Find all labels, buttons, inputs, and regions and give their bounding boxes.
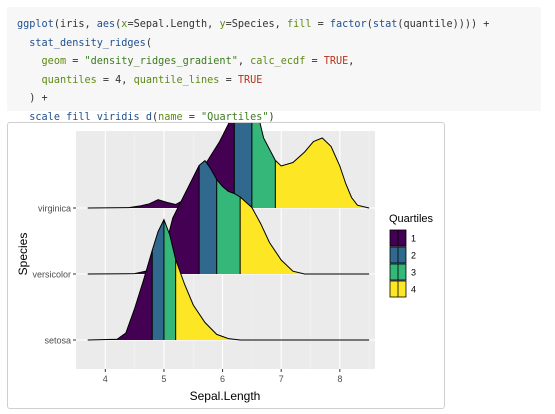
- code-line: ) +: [17, 90, 531, 109]
- density-outline: [87, 218, 370, 341]
- y-axis: setosa versicolor virginica: [32, 204, 76, 346]
- code-token: (: [151, 111, 159, 123]
- code-token: TRUE: [237, 74, 263, 86]
- code-token: geom: [41, 56, 67, 67]
- code-token: y: [219, 19, 226, 30]
- code-token: [17, 38, 29, 49]
- code-token: [17, 112, 29, 123]
- code-token: [17, 75, 42, 86]
- legend-item: 3: [389, 263, 416, 281]
- quartile-4-area: [240, 197, 370, 274]
- x-axis: 4 5 6 7 8: [103, 369, 342, 384]
- code-token: = 4,: [96, 74, 134, 86]
- x-tick-label: 7: [279, 374, 284, 384]
- code-line: ggplot(iris, aes(x=Sepal.Length, y=Speci…: [17, 16, 531, 35]
- code-token: =: [219, 74, 238, 86]
- code-token: scale_fill_viridis_d: [29, 111, 152, 123]
- legend-label: 3: [411, 268, 416, 278]
- code-line: quantiles = 4, quantile_lines = TRUE: [17, 72, 531, 91]
- quartile-1-area: [87, 250, 153, 340]
- code-token: (: [145, 37, 152, 49]
- code-token: calc_ecdf: [250, 56, 306, 67]
- code-line: geom = "density_ridges_gradient", calc_e…: [17, 53, 531, 72]
- y-tick-label: setosa: [44, 336, 71, 346]
- legend: Quartiles 1 2 3 4: [389, 213, 434, 298]
- legend-label: 2: [411, 251, 416, 261]
- code-token: ) +: [17, 93, 48, 104]
- x-axis-title: Sepal.Length: [190, 389, 261, 403]
- code-token: aes: [96, 19, 116, 30]
- code-token: TRUE: [323, 56, 349, 67]
- quartile-4-area: [175, 259, 370, 340]
- ridgeline-chart: setosa versicolor virginica 4 5 6 7 8 Sepal.Le…: [16, 77, 434, 403]
- y-axis-title: Species: [16, 233, 30, 276]
- legend-title: Quartiles: [389, 213, 434, 225]
- legend-item: 1: [389, 229, 416, 247]
- quartile-4-area: [275, 138, 370, 208]
- legend-label: 4: [411, 285, 416, 295]
- y-tick-label: versicolor: [32, 270, 71, 280]
- legend-label: 1: [411, 234, 416, 244]
- code-token: ,: [237, 56, 251, 67]
- code-token: ggplot: [17, 19, 54, 30]
- quartile-3-area: [216, 179, 241, 274]
- x-tick-label: 8: [337, 374, 342, 384]
- x-tick-label: 6: [220, 374, 225, 384]
- code-token: (: [115, 19, 122, 30]
- code-token: =: [66, 56, 85, 67]
- code-line: scale_fill_viridis_d(name = "Quartiles"): [17, 109, 531, 128]
- code-token: "Quartiles": [201, 111, 269, 123]
- code-token: x: [121, 19, 128, 30]
- code-token: ): [268, 111, 275, 123]
- code-token: fill: [286, 19, 312, 30]
- code-token: stat_density_ridges: [29, 37, 146, 49]
- x-tick-label: 4: [103, 374, 108, 384]
- code-token: quantiles: [41, 74, 97, 86]
- code-token: (iris,: [53, 19, 97, 30]
- code-token: =: [182, 111, 202, 123]
- code-token: [17, 56, 42, 67]
- code-token: "density_ridges_gradient": [84, 56, 238, 67]
- code-token: =: [305, 56, 324, 67]
- code-token: ,: [348, 56, 355, 67]
- code-block: ggplot(iris, aes(x=Sepal.Length, y=Speci…: [7, 7, 541, 123]
- code-token: =: [311, 19, 330, 30]
- code-token: =Species,: [225, 19, 287, 30]
- code-token: =Sepal.Length,: [127, 19, 220, 30]
- x-tick-label: 5: [161, 374, 166, 384]
- ridge-setosa: [87, 218, 370, 341]
- code-token: (quantile)))) +: [397, 19, 490, 30]
- y-tick-label: virginica: [38, 204, 71, 214]
- code-token: quantile_lines: [133, 74, 220, 86]
- code-token: (: [366, 19, 373, 30]
- quartile-3-area: [163, 219, 176, 340]
- code-token: name: [158, 111, 183, 123]
- legend-item: 4: [389, 280, 416, 298]
- code-token: stat: [372, 19, 398, 30]
- quartile-2-area: [152, 219, 164, 340]
- legend-item: 2: [389, 246, 416, 264]
- code-line: stat_density_ridges(: [17, 35, 531, 54]
- code-token: factor: [329, 19, 367, 30]
- quartile-2-area: [199, 160, 217, 274]
- plot-frame: setosa versicolor virginica 4 5 6 7 8 Sepal.Le…: [7, 77, 445, 409]
